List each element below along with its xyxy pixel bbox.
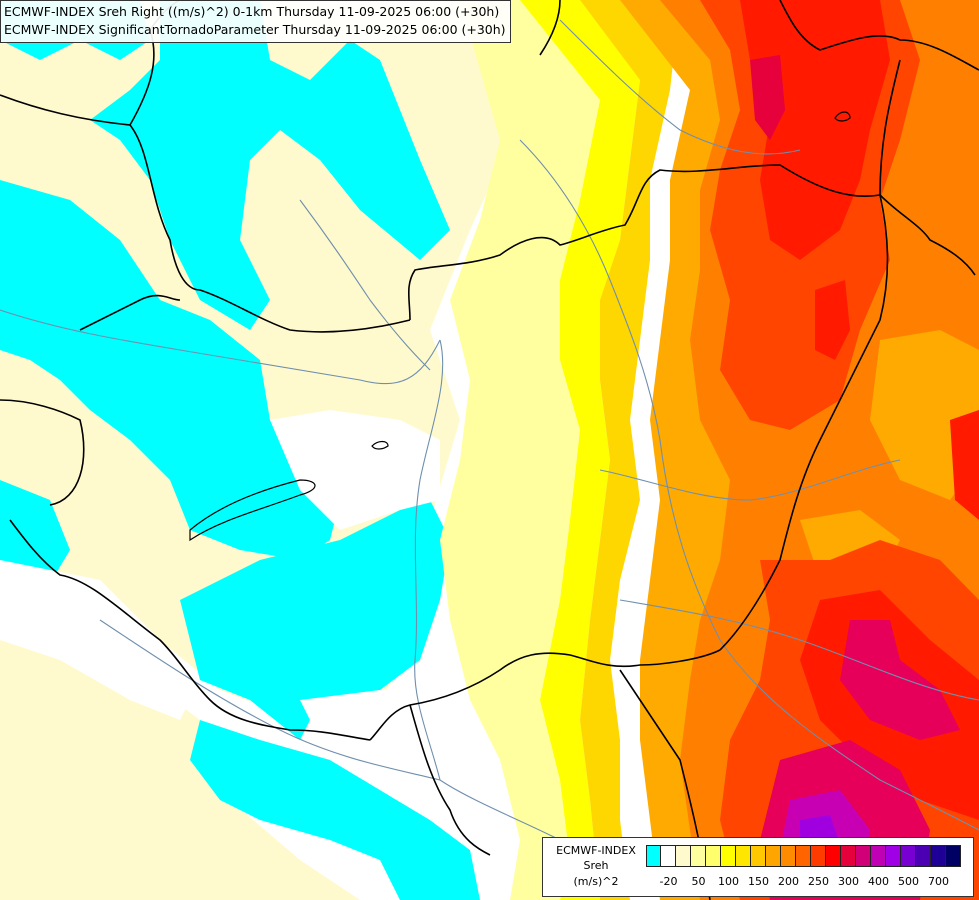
- legend-swatch: [751, 846, 766, 866]
- lake-outline-small: [371, 440, 389, 450]
- color-legend: ECMWF-INDEX Sreh (m/s)^2 -20 50 100 150 200 2…: [542, 837, 974, 897]
- legend-swatch: [811, 846, 826, 866]
- legend-tick-label: 700: [928, 875, 949, 888]
- white-gap-southcentral: [300, 690, 520, 860]
- legend-swatches: [646, 845, 961, 867]
- legend-swatch: [691, 846, 706, 866]
- legend-tick-label: 150: [748, 875, 769, 888]
- yellow-band: [520, 0, 640, 900]
- legend-swatch: [736, 846, 751, 866]
- pale-field-southwest: [0, 640, 360, 900]
- title-sreh: ECMWF-INDEX Sreh Right ((m/s)^2) 0-1km T…: [4, 4, 500, 19]
- cyan-negative-zone-west: [0, 180, 340, 560]
- crimson-core-southeast: [840, 620, 960, 740]
- cyan-negative-zone-north: [90, 0, 450, 330]
- white-gap-central: [270, 410, 440, 530]
- legend-swatch: [766, 846, 781, 866]
- white-gap-south: [0, 560, 200, 720]
- legend-swatch: [946, 846, 961, 866]
- legend-swatch: [916, 846, 931, 866]
- legend-tick-label: 100: [718, 875, 739, 888]
- legend-tick-label: 250: [808, 875, 829, 888]
- red-spot-central: [815, 280, 850, 360]
- legend-tick-label: 300: [838, 875, 859, 888]
- map-title-box: ECMWF-INDEX Sreh Right ((m/s)^2) 0-1km T…: [0, 0, 511, 43]
- legend-variable: Sreh: [583, 859, 609, 872]
- legend-swatch: [871, 846, 886, 866]
- legend-swatch: [781, 846, 796, 866]
- cyan-negative-zone-central: [180, 500, 450, 740]
- legend-swatch: [706, 846, 721, 866]
- legend-tick-label: 400: [868, 875, 889, 888]
- legend-tick-label: 200: [778, 875, 799, 888]
- crimson-spot-north: [750, 55, 785, 140]
- legend-unit: (m/s)^2: [573, 875, 619, 888]
- title-stp: ECMWF-INDEX SignificantTornadoParameter …: [4, 22, 506, 37]
- cyan-negative-zone-south: [190, 720, 480, 900]
- lake-outline-balaton: [189, 479, 316, 542]
- legend-swatch: [646, 846, 661, 866]
- legend-swatch: [721, 846, 736, 866]
- legend-swatch: [931, 846, 946, 866]
- legend-swatch: [886, 846, 901, 866]
- orange-pocket-east: [870, 330, 979, 500]
- legend-swatch: [856, 846, 871, 866]
- legend-swatch: [841, 846, 856, 866]
- legend-tick-label: 50: [691, 875, 706, 888]
- gold-band: [580, 0, 680, 900]
- legend-swatch: [676, 846, 691, 866]
- legend-source: ECMWF-INDEX: [556, 844, 636, 857]
- legend-tick-label: -20: [659, 875, 678, 888]
- legend-swatch: [796, 846, 811, 866]
- light-yellow-band: [440, 0, 620, 900]
- legend-swatch: [661, 846, 676, 866]
- lake-outline-north: [834, 111, 851, 122]
- red-strip-east: [950, 410, 979, 520]
- legend-swatch: [901, 846, 916, 866]
- legend-tick-label: 500: [898, 875, 919, 888]
- legend-swatch: [826, 846, 841, 866]
